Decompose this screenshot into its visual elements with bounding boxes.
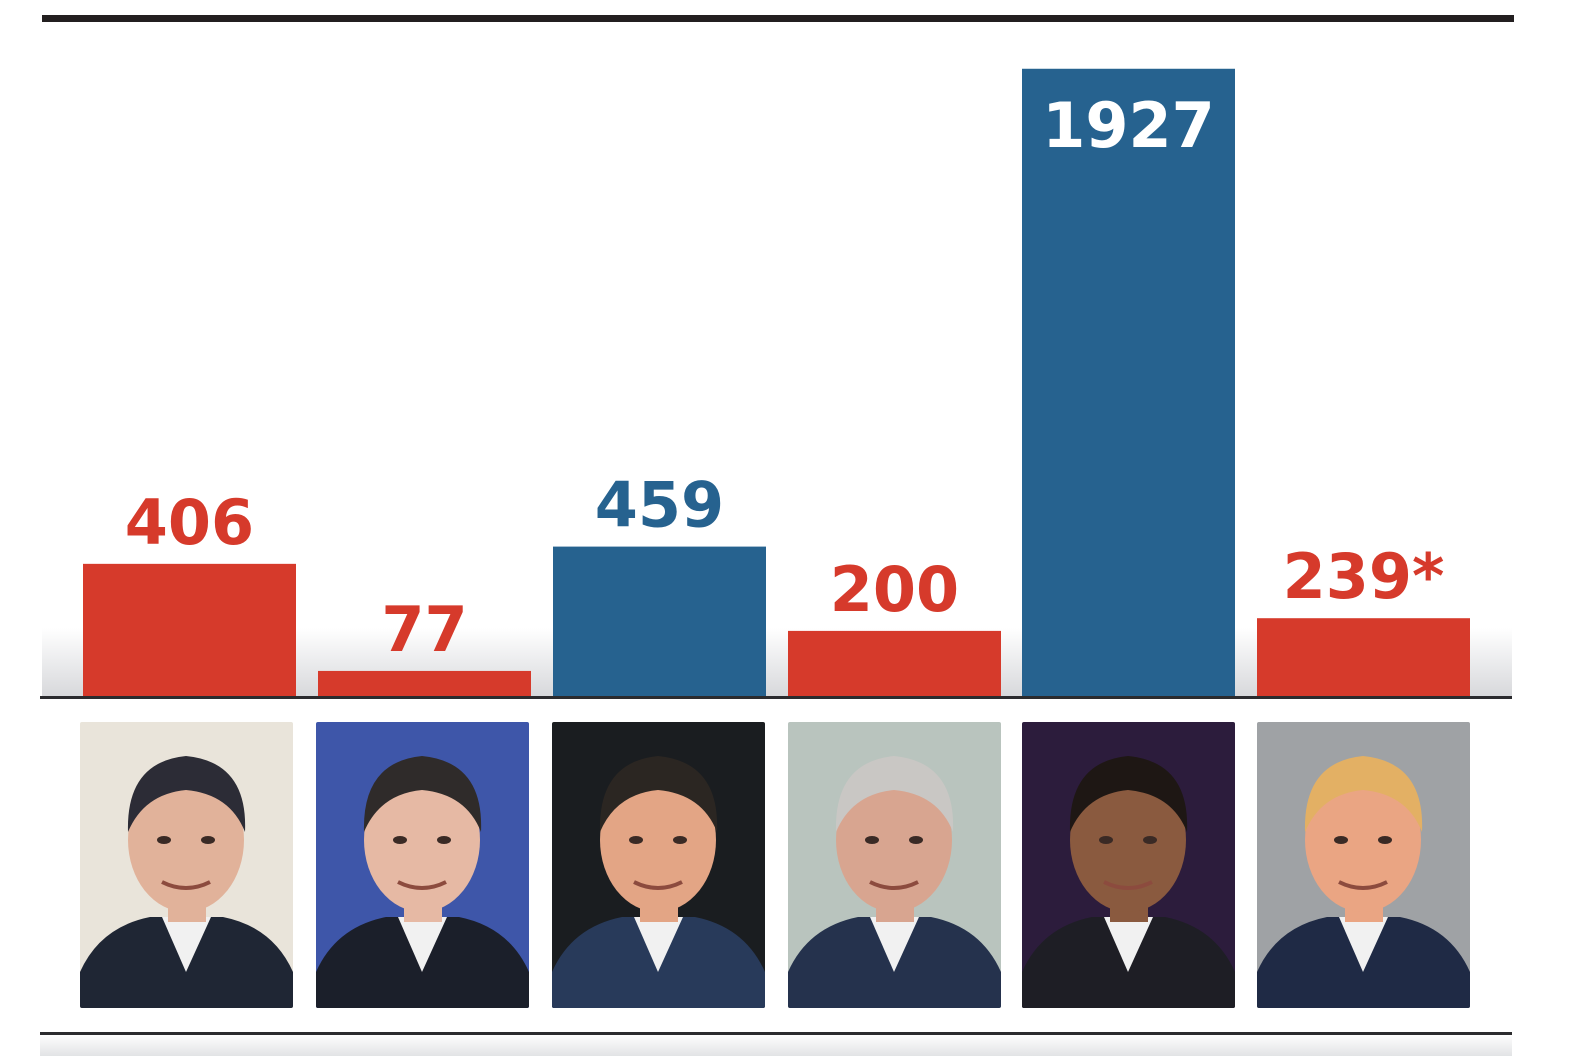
top-rule bbox=[42, 15, 1514, 22]
bar-value-label-5: 1927 bbox=[1042, 89, 1215, 162]
portrait-3-icon bbox=[552, 722, 765, 1008]
bar-value-label-4: 200 bbox=[830, 553, 959, 626]
baseline-rule bbox=[40, 696, 1512, 699]
portrait-1-icon bbox=[80, 722, 293, 1008]
bar-value-label-2: 77 bbox=[381, 593, 467, 666]
bottom-rule bbox=[40, 1032, 1512, 1035]
bar-2 bbox=[318, 670, 531, 696]
bars-group bbox=[83, 68, 1470, 697]
portrait-4-icon bbox=[788, 722, 1001, 1008]
bar-5 bbox=[1022, 68, 1235, 697]
bar-value-label-1: 406 bbox=[125, 486, 254, 559]
bar-3 bbox=[553, 546, 766, 696]
bar-value-label-6: 239* bbox=[1283, 540, 1445, 613]
bottom-shadow bbox=[40, 1034, 1512, 1056]
bar-6 bbox=[1257, 618, 1470, 696]
bar-4 bbox=[788, 630, 1001, 696]
portrait-5-icon bbox=[1022, 722, 1235, 1008]
bar-1 bbox=[83, 563, 296, 696]
portrait-6-icon bbox=[1257, 722, 1470, 1008]
portrait-2-icon bbox=[316, 722, 529, 1008]
value-labels-group: 406 77 459 200 1927 239* bbox=[125, 89, 1445, 666]
bar-value-label-3: 459 bbox=[595, 469, 724, 542]
